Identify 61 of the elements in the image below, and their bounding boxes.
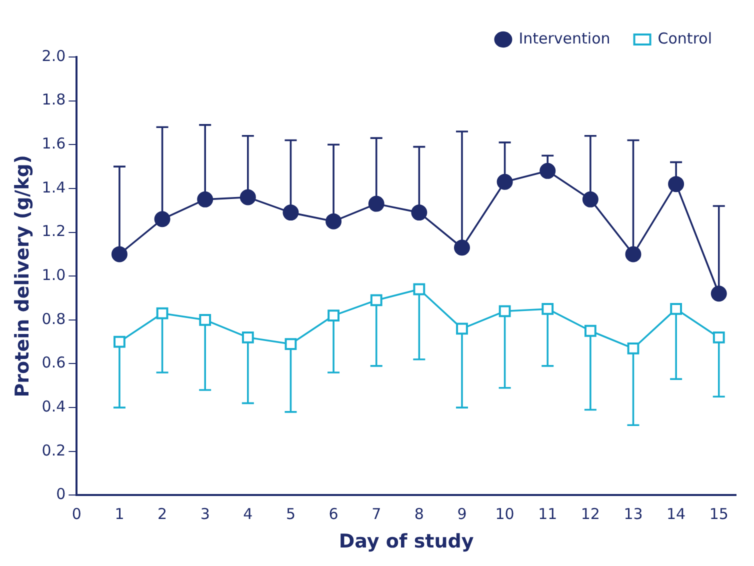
y-tick-label: 0.4 xyxy=(42,397,66,416)
point xyxy=(328,310,340,322)
point xyxy=(154,211,170,228)
point xyxy=(496,174,513,190)
point xyxy=(370,294,382,306)
x-tick-label: 5 xyxy=(286,505,296,524)
y-tick-label: 0 xyxy=(56,485,66,504)
y-tick-label: 1.6 xyxy=(42,134,66,153)
point xyxy=(627,342,640,354)
point xyxy=(670,303,682,315)
x-axis-title: Day of study xyxy=(338,530,474,553)
point xyxy=(625,246,642,262)
point xyxy=(197,191,214,208)
x-tick-label: 7 xyxy=(372,505,382,524)
point xyxy=(284,338,297,350)
x-tick-label: 8 xyxy=(414,505,424,524)
y-axis-title: Protein delivery (g/kg) xyxy=(11,154,34,398)
x-tick-label: 0 xyxy=(72,505,82,524)
y-tick-label: 2.0 xyxy=(42,46,66,65)
point xyxy=(199,314,212,326)
y-tick-label: 1.4 xyxy=(42,178,66,196)
y-tick-label: 0.6 xyxy=(42,354,66,372)
point xyxy=(454,240,470,256)
x-tick-label: 12 xyxy=(580,505,600,524)
point xyxy=(326,213,342,230)
point xyxy=(710,286,727,302)
x-tick-label: 4 xyxy=(243,505,253,524)
x-tick-label: 14 xyxy=(666,505,686,524)
x-tick-label: 15 xyxy=(709,505,728,524)
point xyxy=(242,332,254,344)
point xyxy=(411,204,428,221)
x-tick-label: 13 xyxy=(624,505,643,524)
y-tick-label: 0.2 xyxy=(42,441,66,460)
point xyxy=(542,303,554,315)
point xyxy=(498,305,511,318)
point xyxy=(668,176,684,192)
y-tick-label: 1.2 xyxy=(42,222,66,240)
point xyxy=(712,332,725,344)
x-tick-label: 6 xyxy=(328,505,338,524)
x-tick-label: 1 xyxy=(114,505,124,524)
point xyxy=(368,196,384,212)
point xyxy=(582,191,598,208)
point xyxy=(413,283,426,296)
point xyxy=(456,322,468,335)
point xyxy=(240,189,256,206)
point xyxy=(282,204,299,221)
point xyxy=(156,307,168,320)
x-tick-label: 11 xyxy=(538,505,558,524)
legend-label: Intervention xyxy=(518,29,610,48)
y-tick-label: 1.0 xyxy=(42,266,66,284)
x-tick-label: 3 xyxy=(200,505,210,524)
point xyxy=(111,246,128,262)
y-tick-label: 1.8 xyxy=(42,90,66,109)
point xyxy=(114,336,126,348)
legend-label: Control xyxy=(658,29,712,48)
x-tick-label: 10 xyxy=(495,505,514,524)
x-tick-label: 9 xyxy=(457,505,467,524)
x-tick-label: 2 xyxy=(158,505,168,524)
y-tick-label: 0.8 xyxy=(42,310,66,328)
point xyxy=(540,162,556,179)
point xyxy=(584,324,596,337)
